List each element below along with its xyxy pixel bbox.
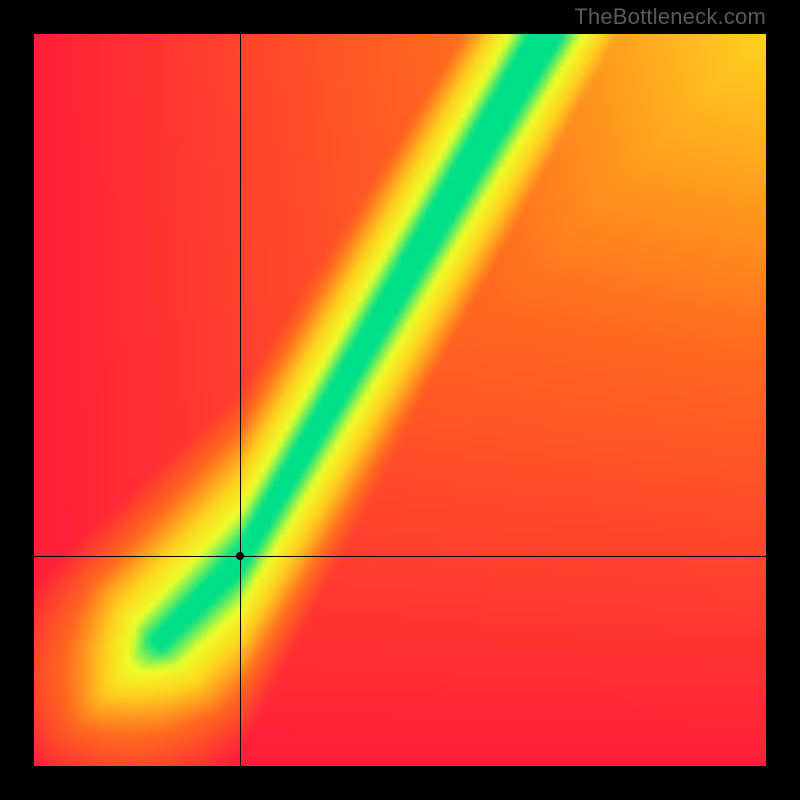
crosshair-horizontal: [34, 556, 766, 557]
watermark-text: TheBottleneck.com: [574, 4, 766, 30]
bottleneck-heatmap: [34, 34, 766, 766]
operating-point-marker: [236, 552, 244, 560]
crosshair-vertical: [240, 34, 241, 766]
plot-area: [34, 34, 766, 766]
